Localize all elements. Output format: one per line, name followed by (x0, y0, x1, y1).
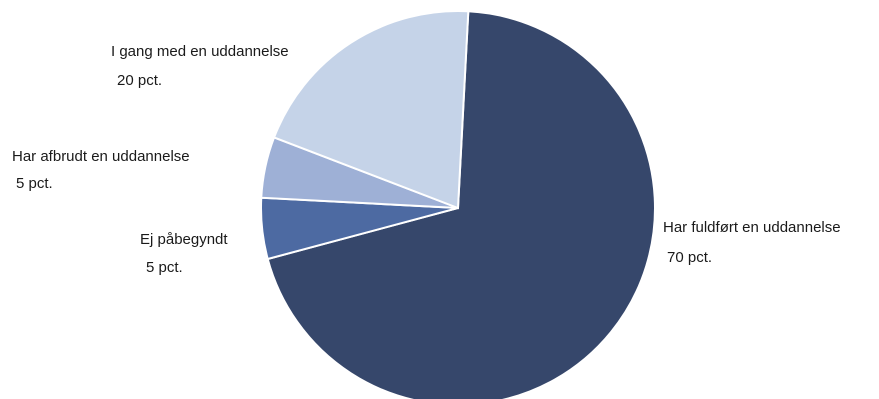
slice-value-ej-paabegyndt: 5 pct. (146, 259, 183, 276)
pie-slice-3 (272, 10, 470, 210)
slice-label-fuldfoert: Har fuldført en uddannelse (663, 219, 841, 236)
slice-value-fuldfoert: 70 pct. (667, 249, 712, 266)
slice-label-i-gang: I gang med en uddannelse (111, 43, 289, 60)
pie-labels: Har fuldført en uddannelse 70 pct. Ej på… (12, 43, 841, 276)
slice-label-ej-paabegyndt: Ej påbegyndt (140, 231, 228, 248)
slice-label-afbrudt: Har afbrudt en uddannelse (12, 148, 190, 165)
slice-value-i-gang: 20 pct. (117, 72, 162, 89)
pie-slices (259, 10, 656, 399)
pie-slice-0 (266, 10, 656, 399)
slice-value-afbrudt: 5 pct. (16, 175, 53, 192)
